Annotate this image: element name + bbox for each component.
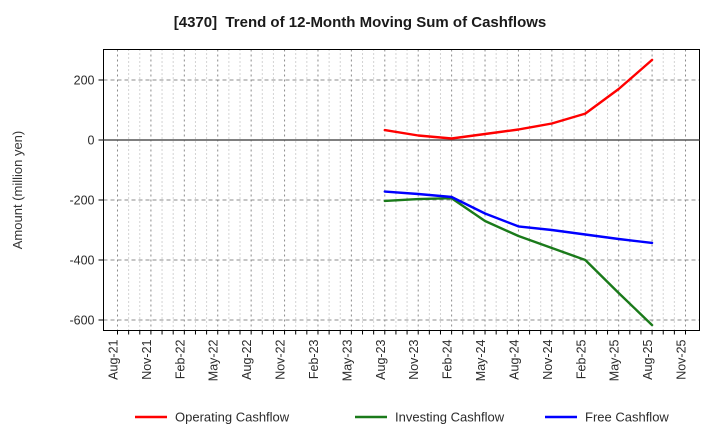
- x-tick-label: Nov-22: [274, 339, 288, 379]
- x-tick-label: Aug-21: [107, 339, 121, 379]
- y-axis-label-text: Amount (million yen): [10, 131, 25, 250]
- legend-label-2: Free Cashflow: [585, 410, 669, 425]
- y-tick-label: 0: [88, 134, 95, 148]
- series-line-operating-cashflow: [383, 58, 654, 140]
- x-tick-label: Nov-21: [140, 339, 154, 379]
- plot-frame: [103, 49, 700, 331]
- series-line-free-cashflow: [383, 190, 654, 245]
- page-title: [4370] Trend of 12-Month Moving Sum of C…: [173, 14, 547, 31]
- x-tick-label: Feb-24: [441, 339, 455, 379]
- x-tick-label: May-23: [340, 339, 354, 381]
- x-tick-label: May-24: [474, 339, 488, 381]
- x-tick-label: Aug-22: [240, 339, 254, 379]
- x-tick-label: Aug-24: [507, 339, 521, 379]
- y-axis-label: Amount (million yen): [10, 131, 25, 250]
- data-series-layer: [383, 58, 654, 327]
- y-tick-label: -600: [69, 314, 94, 328]
- x-tick-label: Feb-22: [173, 339, 187, 379]
- y-tick-label: 200: [74, 74, 95, 88]
- legend-label-0: Operating Cashflow: [175, 410, 290, 425]
- x-tick-label: Nov-25: [675, 339, 689, 379]
- minor-gridlines: [117, 49, 686, 331]
- x-tick-label: Aug-23: [374, 339, 388, 379]
- x-tick-label: Nov-23: [407, 339, 421, 379]
- x-tick-label: Nov-24: [541, 339, 555, 379]
- x-tick-label: Feb-25: [574, 339, 588, 379]
- y-tick-label: -200: [69, 194, 94, 208]
- x-axis-ticks: Aug-21 Nov-21 Feb-22 May-22 Aug-22 Nov-22 Feb-…: [107, 330, 689, 381]
- legend-label-1: Investing Cashflow: [395, 410, 505, 425]
- y-tick-label: -400: [69, 254, 94, 268]
- series-line-investing-cashflow: [383, 196, 654, 327]
- x-tick-label: Aug-25: [641, 339, 655, 379]
- x-tick-label: May-22: [207, 339, 221, 381]
- x-tick-label: Feb-23: [307, 339, 321, 379]
- x-tick-label: May-25: [608, 339, 622, 381]
- y-axis-ticks: 200 0 -200 -400 -600: [69, 74, 104, 328]
- chart-legend: Operating Cashflow Investing Cashflow Free…: [135, 410, 669, 425]
